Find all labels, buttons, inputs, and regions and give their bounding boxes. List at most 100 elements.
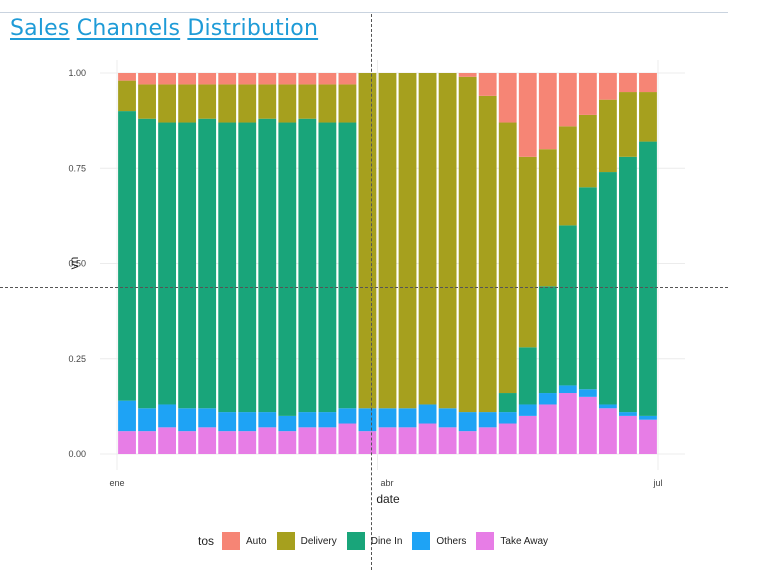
bar-segment bbox=[238, 431, 257, 454]
bar-segment bbox=[498, 73, 517, 123]
bar-segment bbox=[178, 431, 197, 454]
bar-segment bbox=[358, 408, 377, 432]
y-tick-label: 0.75 bbox=[68, 163, 86, 173]
bar-segment bbox=[278, 84, 297, 123]
bar-segment bbox=[538, 393, 557, 405]
bar-segment bbox=[598, 408, 617, 454]
bar-segment bbox=[338, 73, 357, 85]
bar-segment bbox=[498, 412, 517, 424]
bar-segment bbox=[478, 73, 497, 96]
legend-key bbox=[222, 532, 241, 550]
bar-segment bbox=[478, 95, 497, 413]
bar-segment bbox=[598, 73, 617, 100]
bar-segment bbox=[178, 73, 197, 85]
bar-segment bbox=[378, 427, 397, 454]
y-tick-label: 0.00 bbox=[68, 449, 86, 459]
bar-segment bbox=[438, 73, 457, 409]
bar-segment bbox=[298, 73, 317, 85]
bar-segment bbox=[418, 404, 437, 424]
bar-segment bbox=[418, 423, 437, 454]
bar-segment bbox=[458, 431, 477, 454]
legend: tos Auto Delivery Dine In Others Take Away bbox=[198, 531, 558, 551]
title-word[interactable]: Channels bbox=[76, 16, 181, 41]
bar-segment bbox=[498, 122, 517, 394]
x-tick-label: ene bbox=[109, 478, 124, 488]
bar-segment bbox=[118, 431, 136, 454]
bar-segment bbox=[398, 408, 417, 428]
legend-item: Delivery bbox=[276, 532, 337, 550]
bar-segment bbox=[198, 73, 217, 85]
bar-segment bbox=[218, 84, 237, 123]
bar-segment bbox=[639, 141, 657, 416]
bar-segment bbox=[518, 73, 537, 157]
bar-segment bbox=[639, 415, 657, 420]
title-word[interactable]: Sales bbox=[10, 16, 70, 41]
bars bbox=[118, 73, 657, 454]
bar-segment bbox=[238, 412, 257, 432]
bar-segment bbox=[619, 415, 637, 454]
legend-label: Auto bbox=[246, 535, 267, 547]
bar-segment bbox=[238, 84, 257, 123]
bar-segment bbox=[358, 431, 377, 454]
bar-segment bbox=[538, 73, 557, 150]
bar-segment bbox=[138, 73, 156, 85]
bar-segment bbox=[258, 427, 277, 454]
bar-segment bbox=[558, 393, 577, 454]
x-tick-label: jul bbox=[652, 478, 662, 488]
bar-segment bbox=[498, 423, 517, 454]
bar-segment bbox=[158, 427, 177, 454]
bar-segment bbox=[558, 126, 577, 226]
bar-segment bbox=[118, 111, 136, 401]
bar-segment bbox=[578, 73, 597, 115]
bar-segment bbox=[438, 427, 457, 454]
bar-segment bbox=[578, 389, 597, 397]
bar-segment bbox=[138, 408, 156, 432]
bar-segment bbox=[178, 84, 197, 123]
bar-segment bbox=[458, 73, 477, 77]
y-tick-label: 0.50 bbox=[68, 259, 86, 269]
legend-label: Dine In bbox=[370, 535, 403, 547]
legend-item: Dine In bbox=[346, 532, 403, 550]
bar-segment bbox=[639, 92, 657, 142]
bar-segment bbox=[138, 84, 156, 119]
bar-segment bbox=[158, 73, 177, 85]
bar-segment bbox=[118, 80, 136, 112]
bar-segment bbox=[138, 118, 156, 409]
x-axis: ene abr jul bbox=[109, 478, 662, 488]
legend-key bbox=[412, 532, 431, 550]
bar-segment bbox=[278, 73, 297, 85]
bar-segment bbox=[258, 73, 277, 85]
title-word[interactable]: Distribution bbox=[187, 16, 319, 41]
bar-segment bbox=[338, 408, 357, 424]
legend-key bbox=[346, 532, 365, 550]
bar-segment bbox=[278, 431, 297, 454]
bar-segment bbox=[318, 427, 337, 454]
bar-segment bbox=[478, 427, 497, 454]
bar-segment bbox=[298, 412, 317, 428]
bar-segment bbox=[198, 408, 217, 428]
bar-segment bbox=[578, 396, 597, 454]
x-axis-label: date bbox=[376, 492, 400, 506]
bar-segment bbox=[578, 187, 597, 390]
bar-segment bbox=[258, 84, 277, 119]
bar-segment bbox=[238, 73, 257, 85]
bar-segment bbox=[538, 404, 557, 454]
bar-segment bbox=[158, 84, 177, 123]
bar-segment bbox=[298, 84, 317, 119]
bar-segment bbox=[278, 122, 297, 416]
crosshair-vertical bbox=[371, 14, 372, 570]
bar-segment bbox=[358, 73, 377, 409]
legend-item: Take Away bbox=[476, 532, 548, 550]
bar-segment bbox=[438, 408, 457, 428]
bar-segment bbox=[158, 404, 177, 428]
y-axis-label: vn bbox=[67, 257, 81, 270]
top-divider bbox=[0, 12, 728, 13]
bar-segment bbox=[639, 419, 657, 454]
bar-segment bbox=[318, 73, 337, 85]
bar-segment bbox=[258, 412, 277, 428]
bar-segment bbox=[619, 73, 637, 93]
page-title: Sales Channels Distribution bbox=[10, 16, 318, 41]
bar-segment bbox=[619, 156, 637, 413]
bar-segment bbox=[298, 427, 317, 454]
